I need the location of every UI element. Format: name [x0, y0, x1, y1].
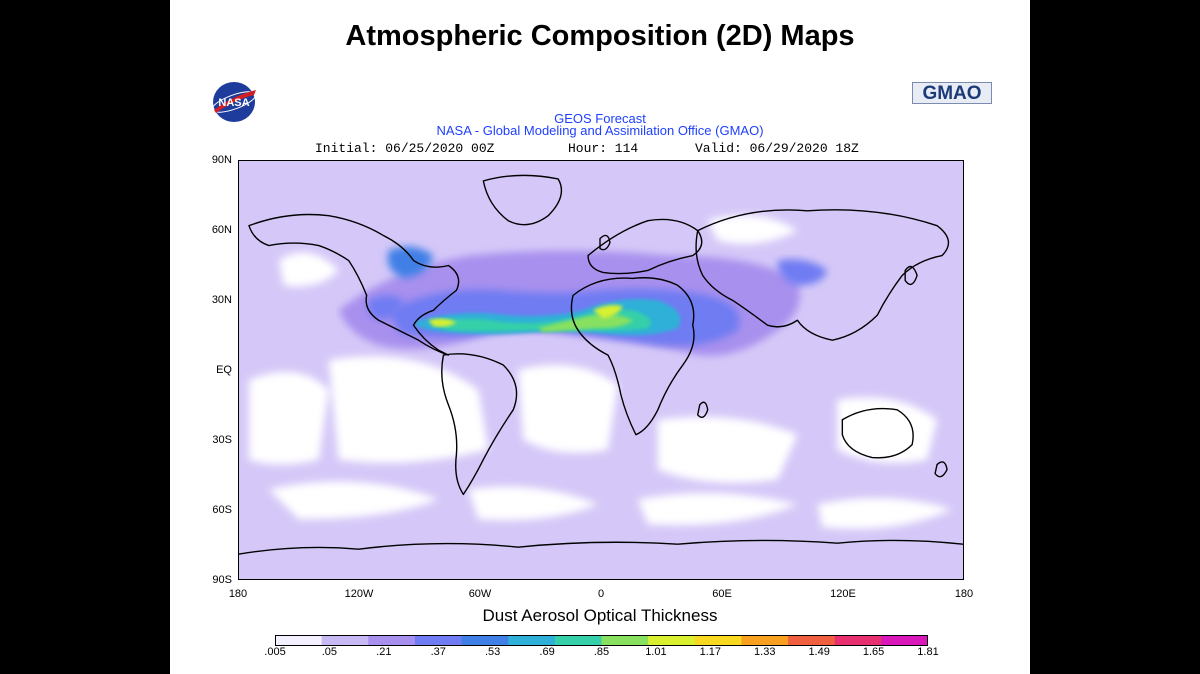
- colorbar-swatch: [415, 635, 462, 646]
- lat-label-60n: 60N: [192, 224, 232, 236]
- lon-label-60e: 60E: [692, 588, 752, 600]
- colorbar-label: 1.33: [745, 646, 785, 658]
- valid-time: Valid: 06/29/2020 18Z: [695, 141, 859, 156]
- lat-label-eq: EQ: [192, 364, 232, 376]
- colorbar-swatch: [695, 635, 742, 646]
- colorbar: [275, 635, 928, 646]
- colorbar-label: .21: [364, 646, 404, 658]
- slide-title: Atmospheric Composition (2D) Maps: [170, 20, 1030, 53]
- colorbar-swatch: [788, 635, 835, 646]
- variable-label: Dust Aerosol Optical Thickness: [170, 606, 1030, 626]
- colorbar-label: .37: [418, 646, 458, 658]
- gmao-logo: GMAO: [912, 82, 992, 104]
- colorbar-swatch: [462, 635, 509, 646]
- slide: Atmospheric Composition (2D) Maps NASA G…: [170, 0, 1030, 674]
- lon-label-180w: 180: [208, 588, 268, 600]
- lon-label-180e: 180: [934, 588, 994, 600]
- dust-aod-map: [238, 160, 964, 580]
- colorbar-swatch: [508, 635, 555, 646]
- colorbar-label: .53: [473, 646, 513, 658]
- colorbar-label: 1.01: [636, 646, 676, 658]
- colorbar-label: .05: [309, 646, 349, 658]
- colorbar-label: .005: [255, 646, 295, 658]
- initial-time: Initial: 06/25/2020 00Z: [315, 141, 494, 156]
- colorbar-label: 1.17: [690, 646, 730, 658]
- colorbar-swatch: [648, 635, 695, 646]
- colorbar-swatch: [602, 635, 649, 646]
- lat-label-60s: 60S: [192, 504, 232, 516]
- forecast-hour: Hour: 114: [568, 141, 638, 156]
- colorbar-label: 1.81: [908, 646, 948, 658]
- colorbar-swatch: [741, 635, 788, 646]
- lon-label-60w: 60W: [450, 588, 510, 600]
- colorbar-swatch: [835, 635, 882, 646]
- lat-label-90s: 90S: [192, 574, 232, 586]
- nasa-logo-text: NASA: [218, 97, 249, 109]
- colorbar-swatch: [322, 635, 369, 646]
- colorbar-swatch: [555, 635, 602, 646]
- lat-label-30n: 30N: [192, 294, 232, 306]
- colorbar-swatch: [275, 635, 322, 646]
- lat-label-90n: 90N: [192, 154, 232, 166]
- colorbar-label: .69: [527, 646, 567, 658]
- colorbar-swatch: [368, 635, 415, 646]
- lat-label-30s: 30S: [192, 434, 232, 446]
- colorbar-swatch: [881, 635, 928, 646]
- lon-label-120e: 120E: [813, 588, 873, 600]
- lon-label-0: 0: [571, 588, 631, 600]
- map-header-subtitle: NASA - Global Modeling and Assimilation …: [170, 123, 1030, 138]
- colorbar-label: .85: [582, 646, 622, 658]
- colorbar-label: 1.49: [799, 646, 839, 658]
- lon-label-120w: 120W: [329, 588, 389, 600]
- colorbar-label: 1.65: [854, 646, 894, 658]
